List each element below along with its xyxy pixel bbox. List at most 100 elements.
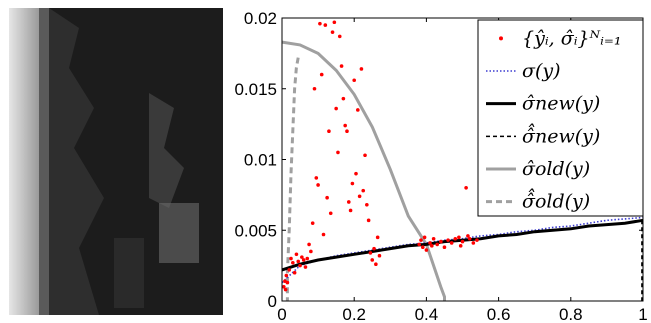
sample-point: [319, 72, 324, 77]
sample-point: [291, 260, 295, 265]
sample-point: [422, 235, 427, 240]
y-tick-label: 0.02: [244, 9, 277, 28]
legend-label-sigma-new-hat: σ̂̂new(y): [522, 122, 600, 147]
sample-point: [336, 150, 340, 155]
sample-point: [467, 236, 472, 241]
sample-point: [372, 246, 376, 251]
sample-point: [370, 258, 375, 262]
sample-point: [428, 241, 432, 245]
series-line-sigma-old: [281, 40, 446, 301]
photo-field-patch: [149, 93, 184, 208]
legend-box: [477, 19, 644, 217]
sample-point: [327, 129, 331, 133]
sample-point: [284, 273, 289, 278]
photo-horizon-band: [39, 8, 49, 315]
sample-point: [420, 245, 425, 250]
sample-point: [296, 259, 301, 264]
sample-point: [449, 241, 454, 245]
y-tick-label: 0.015: [234, 80, 277, 99]
sample-point: [310, 221, 315, 225]
legend-label-sigma: σ(y): [522, 60, 561, 82]
sample-point: [458, 244, 463, 248]
sample-point: [321, 232, 326, 237]
x-tick-label: 1: [638, 305, 647, 323]
x-tick-label: 0.4: [415, 305, 439, 323]
rotated-landscape-photo: [9, 8, 223, 315]
sample-point: [346, 200, 351, 204]
sample-point: [419, 238, 423, 242]
sample-point: [453, 236, 458, 241]
sample-point: [361, 188, 366, 193]
sample-point: [424, 248, 429, 252]
legend-label-samples: {ŷᵢ, σ̂ᵢ}ᴺᵢ₌₁: [522, 27, 622, 49]
sample-point: [352, 78, 356, 83]
x-tick-label: 0: [277, 305, 286, 323]
sample-point: [298, 263, 302, 268]
sample-point: [303, 265, 308, 269]
legend-marker-samples: [499, 36, 503, 41]
sample-point: [323, 23, 328, 27]
sample-point: [442, 245, 447, 250]
sample-point: [339, 64, 344, 68]
series-line-sigma-old-hat: [285, 57, 300, 301]
sample-point: [292, 270, 297, 275]
sample-point: [334, 106, 338, 111]
sample-point: [309, 249, 313, 254]
legend-label-sigma-new: σ̂new(y): [522, 93, 600, 115]
photo-sky-band: [9, 8, 39, 315]
sample-point: [374, 262, 378, 267]
sample-point: [460, 239, 465, 244]
sample-point: [345, 129, 349, 133]
sample-point: [282, 285, 286, 289]
sample-point: [316, 183, 320, 187]
y-tick-label: 0.005: [234, 221, 277, 240]
sample-point: [471, 241, 476, 245]
photo-building: [159, 203, 199, 263]
sample-point: [343, 123, 347, 128]
sample-point: [332, 20, 337, 25]
sample-point: [294, 252, 299, 257]
sample-point: [430, 244, 434, 248]
sample-point: [439, 239, 443, 244]
y-tick-label: 0: [268, 292, 277, 311]
y-tick-label: 0.01: [244, 151, 277, 170]
sample-point: [287, 268, 292, 272]
sample-point: [330, 30, 335, 34]
sample-point: [466, 234, 470, 238]
sample-point: [377, 253, 382, 258]
photo-panel: [9, 8, 223, 315]
sample-point: [325, 195, 329, 200]
sample-point: [365, 202, 369, 207]
sample-point: [475, 238, 479, 242]
sample-point: [368, 251, 373, 255]
sample-point: [314, 176, 319, 180]
x-tick-label: 0.6: [487, 305, 511, 323]
sample-point: [375, 235, 380, 240]
legend-label-sigma-old-hat: σ̂̂old(y): [522, 188, 590, 213]
sample-point: [354, 171, 358, 176]
sample-point: [301, 258, 306, 262]
x-tick-label: 0.2: [342, 305, 366, 323]
sample-point: [464, 186, 468, 190]
photo-trees: [49, 8, 104, 315]
legend-label-sigma-old: σ̂old(y): [522, 158, 590, 180]
photo-shadow: [114, 238, 144, 308]
sample-point: [283, 287, 288, 292]
sample-point: [457, 235, 461, 240]
x-tick-label: 0.8: [559, 305, 583, 323]
sample-point: [431, 236, 436, 241]
sample-point: [312, 86, 317, 91]
sample-point: [359, 67, 364, 71]
sample-point: [307, 242, 311, 247]
sample-point: [341, 96, 346, 101]
sample-point: [446, 238, 450, 242]
sample-point: [289, 256, 293, 261]
legend: {ŷᵢ, σ̂ᵢ}ᴺᵢ₌₁ σ(y) σ̂new(y) σ̂̂new(y) σ̂old(…: [477, 19, 644, 217]
sample-point: [366, 218, 371, 223]
sample-point: [350, 181, 355, 186]
sample-point: [356, 108, 360, 112]
sample-point: [435, 242, 440, 247]
sample-point: [337, 34, 342, 39]
sample-point: [318, 21, 322, 26]
sample-point: [357, 194, 362, 199]
